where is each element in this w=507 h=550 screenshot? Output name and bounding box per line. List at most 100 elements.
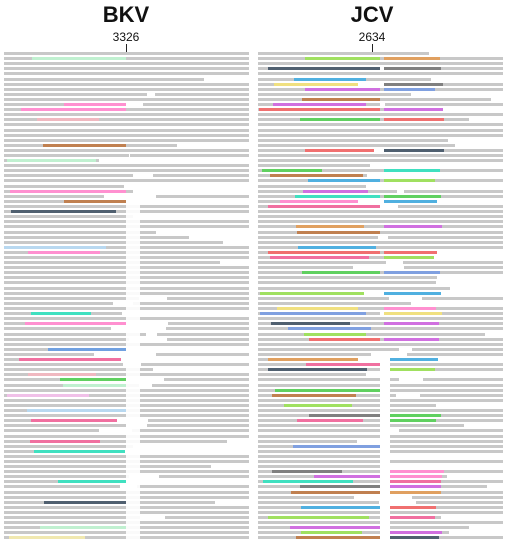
- sequencing-read: [399, 241, 503, 244]
- sequencing-read: [162, 266, 249, 269]
- colored-read: [384, 470, 444, 473]
- sequencing-read: [258, 501, 379, 504]
- sequencing-read: [4, 52, 201, 55]
- sequencing-read: [166, 123, 249, 126]
- sequencing-read: [146, 251, 249, 254]
- sequencing-read: [136, 414, 249, 417]
- read-track-bkv: [4, 52, 249, 546]
- colored-read: [384, 480, 441, 483]
- colored-read: [290, 526, 380, 529]
- sequencing-read: [4, 343, 172, 346]
- sequencing-read: [258, 139, 448, 142]
- colored-read: [384, 531, 442, 534]
- colored-read: [300, 485, 380, 488]
- colored-read: [384, 225, 442, 228]
- colored-read: [305, 149, 374, 152]
- sequencing-read: [165, 516, 249, 519]
- sequencing-read: [131, 113, 249, 116]
- sequencing-read: [133, 72, 249, 75]
- colored-read: [270, 174, 363, 177]
- sequencing-read: [4, 139, 192, 142]
- colored-read: [7, 394, 89, 397]
- colored-read: [7, 159, 96, 162]
- colored-read: [273, 103, 366, 106]
- sequencing-read: [258, 72, 442, 75]
- sequencing-read: [162, 526, 249, 529]
- sequencing-read: [394, 129, 503, 132]
- sequencing-read: [258, 333, 485, 336]
- colored-read: [31, 312, 91, 315]
- colored-read: [294, 78, 366, 81]
- position-tick-bkv: [126, 44, 127, 53]
- colored-read: [384, 338, 439, 341]
- sequencing-read: [4, 220, 181, 223]
- colored-read: [384, 67, 441, 70]
- sequencing-read: [4, 271, 211, 274]
- sequencing-read: [4, 185, 124, 188]
- sequencing-read: [404, 266, 503, 269]
- junction-gap: [380, 352, 390, 546]
- sequencing-read: [4, 210, 229, 213]
- colored-read: [291, 491, 380, 494]
- sequencing-read: [4, 317, 159, 320]
- sequencing-read: [132, 429, 249, 432]
- colored-read: [384, 57, 440, 60]
- colored-read: [384, 118, 444, 121]
- sequencing-read: [258, 348, 399, 351]
- colored-read: [275, 389, 380, 392]
- colored-read: [304, 333, 366, 336]
- sequencing-read: [170, 511, 249, 514]
- sequencing-read: [4, 465, 211, 468]
- sequencing-read: [4, 261, 220, 264]
- colored-read: [268, 368, 367, 371]
- sequencing-read: [139, 276, 249, 279]
- colored-read: [314, 475, 380, 478]
- sequencing-read: [4, 292, 192, 295]
- junction-gap: [126, 202, 140, 546]
- sequencing-read: [4, 297, 139, 300]
- sequencing-read: [4, 67, 195, 70]
- colored-read: [274, 83, 358, 86]
- sequencing-read: [4, 215, 133, 218]
- sequencing-read: [155, 93, 249, 96]
- sequencing-read: [4, 83, 177, 86]
- sequencing-read: [415, 322, 503, 325]
- sequencing-read: [258, 435, 404, 438]
- sequencing-read: [408, 57, 503, 60]
- colored-read: [384, 200, 437, 203]
- sequencing-read: [397, 480, 503, 483]
- sequencing-read: [258, 93, 411, 96]
- sequencing-read: [145, 506, 249, 509]
- sequencing-read: [169, 164, 249, 167]
- colored-read: [306, 363, 380, 366]
- colored-read: [268, 251, 380, 254]
- sequencing-read: [4, 205, 206, 208]
- colored-read: [384, 149, 444, 152]
- colored-read: [268, 516, 369, 519]
- sequencing-read: [422, 297, 503, 300]
- sequencing-read: [153, 281, 249, 284]
- sequencing-read: [4, 363, 123, 366]
- sequencing-read: [4, 531, 224, 534]
- sequencing-read: [130, 154, 249, 157]
- sequencing-read: [4, 266, 172, 269]
- sequencing-read: [4, 455, 149, 458]
- sequencing-read: [157, 220, 249, 223]
- sequencing-read: [258, 169, 479, 172]
- panel-title-bkv: BKV: [102, 2, 150, 27]
- sequencing-read: [416, 195, 503, 198]
- sequencing-read: [4, 287, 212, 290]
- sequencing-read: [141, 363, 249, 366]
- colored-read: [301, 531, 362, 534]
- sequencing-read: [258, 343, 441, 346]
- sequencing-read: [258, 440, 357, 443]
- sequencing-read: [4, 475, 129, 478]
- sequencing-read: [258, 373, 366, 376]
- colored-read: [384, 506, 436, 509]
- sequencing-read: [140, 496, 249, 499]
- colored-read: [384, 108, 443, 111]
- sequencing-read: [150, 470, 249, 473]
- sequencing-read: [411, 62, 503, 65]
- sequencing-read: [392, 179, 503, 182]
- sequencing-read: [412, 399, 503, 402]
